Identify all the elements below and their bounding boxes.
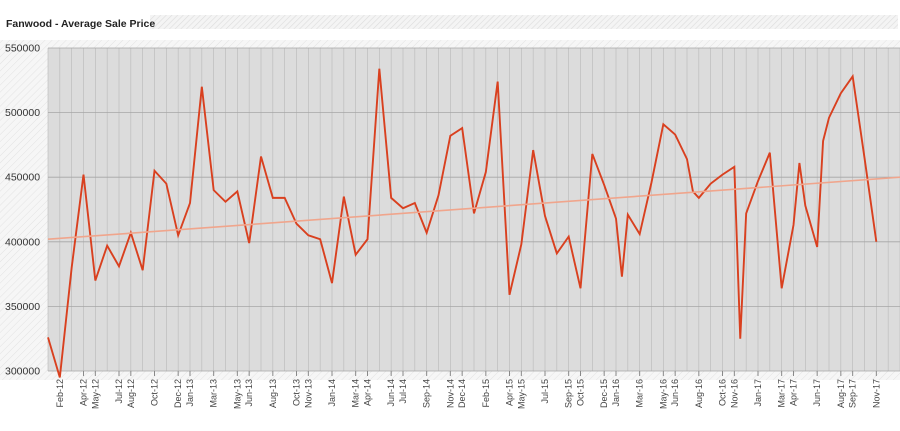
x-axis-labels: Feb-12 Apr-12 May-12 Jul-12 Aug-12 Oct-12 Dec-… [55,379,881,409]
x-tick-label: Jul-15 [540,379,550,404]
x-tick-label: Dec-15 [599,379,609,408]
x-tick-label: Apr-12 [79,379,89,406]
x-tick-label: Mar-17 [777,379,787,408]
x-tick-label: Jul-14 [398,379,408,404]
x-tick-label: Apr-14 [363,379,373,406]
x-tick-label: Feb-15 [481,379,491,408]
x-tick-label: Mar-13 [209,379,219,408]
x-tick-label: May-13 [232,379,242,409]
x-tick-marks [59,371,877,376]
x-tick-label: Aug-16 [694,379,704,408]
x-tick-label: May-12 [90,379,100,409]
x-tick-label: Oct-13 [292,379,302,406]
y-tick-label: 350000 [5,301,40,313]
trend-line [47,176,900,241]
x-tick-label: Aug-13 [268,379,278,408]
x-tick-label: Sep-15 [564,379,574,408]
x-tick-label: Mar-14 [351,379,361,408]
x-tick-label: Jun-13 [244,379,254,407]
x-tick-label: Sep-14 [422,379,432,408]
x-tick-label: Sep-17 [848,379,858,408]
x-tick-label: Nov-13 [303,379,313,408]
x-tick-label: May-16 [658,379,668,409]
y-tick-label: 450000 [5,172,40,184]
x-tick-label: May-15 [516,379,526,409]
month-gridlines [47,48,900,371]
title-band [150,15,898,29]
x-tick-label: Jan-17 [753,379,763,407]
series-line [47,68,878,378]
series-layer [47,68,900,378]
x-tick-label: Nov-17 [871,379,881,408]
x-tick-label: Jul-12 [114,379,124,404]
chart-title: Fanwood - Average Sale Price [6,18,155,30]
x-tick-label: Dec-12 [173,379,183,408]
x-tick-label: Jan-14 [327,379,337,407]
x-tick-label: Jan-13 [185,379,195,407]
x-tick-label: Oct-12 [150,379,160,406]
x-tick-label: Oct-16 [718,379,728,406]
x-tick-label: Oct-15 [576,379,586,406]
x-tick-label: Jun-16 [670,379,680,407]
x-tick-label: Jun-17 [812,379,822,407]
y-tick-label: 300000 [5,366,40,378]
y-tick-label: 500000 [5,107,40,119]
x-tick-label: Dec-14 [457,379,467,408]
x-tick-label: Feb-12 [55,379,65,408]
x-tick-label: Mar-16 [635,379,645,408]
x-tick-label: Nov-16 [729,379,739,408]
x-tick-label: Apr-17 [789,379,799,406]
x-tick-label: Jan-16 [611,379,621,407]
x-tick-label: Aug-17 [836,379,846,408]
y-tick-label: 400000 [5,236,40,248]
y-axis-labels: 300000 350000 400000 450000 500000 550000 [5,43,40,378]
x-tick-label: Nov-14 [445,379,455,408]
x-tick-label: Aug-12 [126,379,136,408]
x-tick-label: Jun-14 [386,379,396,407]
y-tick-label: 550000 [5,43,40,55]
x-tick-label: Apr-15 [505,379,515,406]
